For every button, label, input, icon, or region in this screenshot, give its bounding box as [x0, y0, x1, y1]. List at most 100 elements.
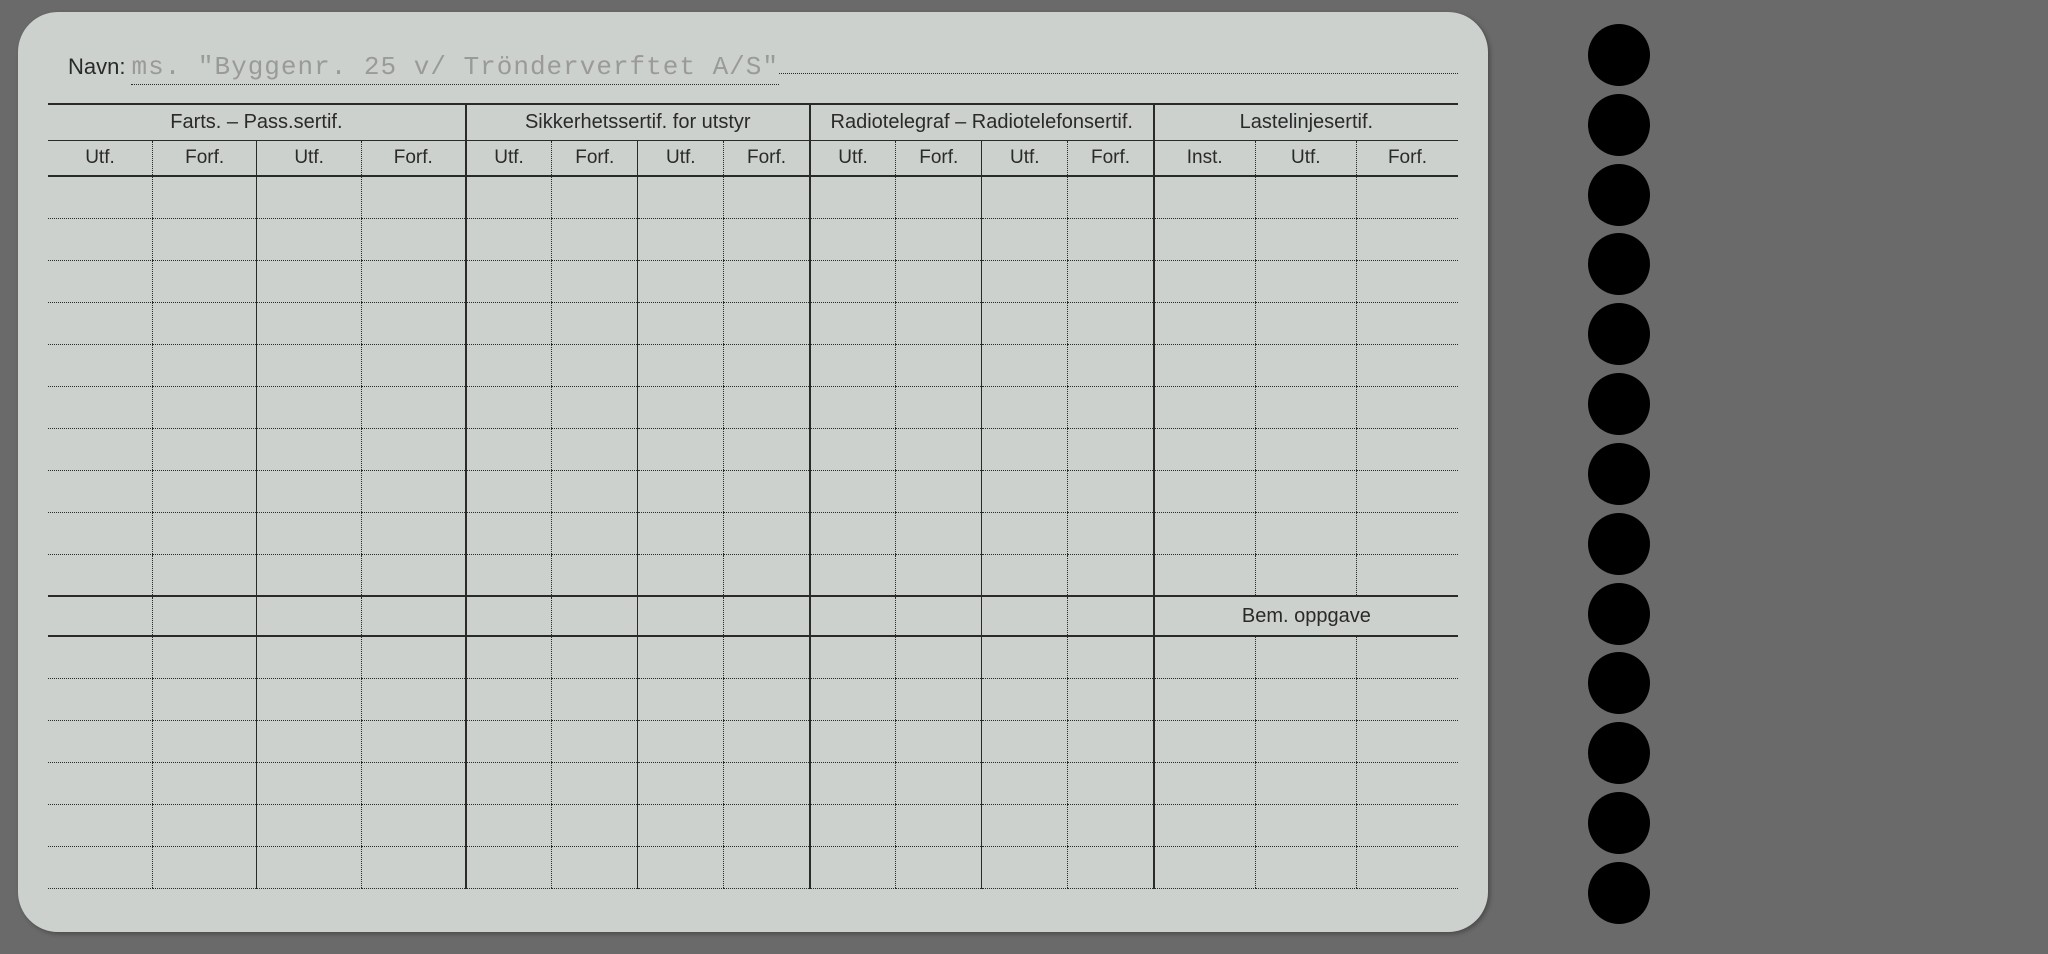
cell	[1356, 678, 1458, 720]
cell	[1068, 512, 1154, 554]
binder-hole	[1588, 24, 1650, 86]
cell	[1255, 678, 1356, 720]
cell	[361, 386, 465, 428]
cell	[361, 218, 465, 260]
cell	[982, 512, 1068, 554]
cell	[152, 470, 256, 512]
cell	[1255, 554, 1356, 596]
cell	[896, 554, 982, 596]
cell	[152, 428, 256, 470]
cell	[152, 846, 256, 888]
cell	[361, 344, 465, 386]
cell	[724, 512, 810, 554]
table-row	[48, 762, 1458, 804]
cell	[48, 470, 152, 512]
cell	[982, 176, 1068, 218]
cell	[724, 554, 810, 596]
cell	[896, 846, 982, 888]
certificate-table: Farts. – Pass.sertif. Sikkerhetssertif. …	[48, 103, 1458, 889]
cell	[1255, 720, 1356, 762]
cell	[982, 344, 1068, 386]
navn-dotted-line	[779, 73, 1458, 74]
cell	[638, 720, 724, 762]
cell	[638, 260, 724, 302]
cell	[724, 218, 810, 260]
cell	[257, 302, 361, 344]
cell	[810, 762, 896, 804]
binder-hole	[1588, 373, 1650, 435]
cell	[1154, 428, 1255, 470]
cell	[638, 762, 724, 804]
cell	[982, 678, 1068, 720]
cell	[896, 804, 982, 846]
cell	[257, 636, 361, 678]
table-row	[48, 302, 1458, 344]
sub-header: Forf.	[552, 141, 638, 177]
cell	[466, 762, 552, 804]
cell	[152, 554, 256, 596]
cell	[1255, 344, 1356, 386]
cell	[257, 512, 361, 554]
binder-hole	[1588, 583, 1650, 645]
cell	[552, 302, 638, 344]
cell	[466, 428, 552, 470]
cell	[638, 218, 724, 260]
binder-hole	[1588, 722, 1650, 784]
cell	[638, 512, 724, 554]
cell	[257, 176, 361, 218]
cell	[257, 428, 361, 470]
bem-oppgave-label: Bem. oppgave	[1154, 596, 1458, 636]
cell	[982, 846, 1068, 888]
cell	[1068, 428, 1154, 470]
cell	[1068, 762, 1154, 804]
cell	[152, 804, 256, 846]
cell	[1068, 176, 1154, 218]
cell	[48, 762, 152, 804]
cell	[982, 260, 1068, 302]
cell	[257, 218, 361, 260]
cell	[361, 804, 465, 846]
cell	[1154, 218, 1255, 260]
sub-header: Forf.	[361, 141, 465, 177]
group-header: Lastelinjesertif.	[1154, 104, 1458, 141]
cell	[810, 846, 896, 888]
cell	[1154, 762, 1255, 804]
cell	[810, 302, 896, 344]
cell	[982, 218, 1068, 260]
cell	[1068, 678, 1154, 720]
cell	[361, 512, 465, 554]
sub-header-row: Utf. Forf. Utf. Forf. Utf. Forf. Utf. Fo…	[48, 141, 1458, 177]
cell	[896, 470, 982, 512]
table-row	[48, 636, 1458, 678]
cell	[257, 762, 361, 804]
cell	[48, 386, 152, 428]
cell	[466, 512, 552, 554]
cell	[810, 804, 896, 846]
cell	[552, 678, 638, 720]
cell	[982, 804, 1068, 846]
cell	[1356, 554, 1458, 596]
table-row	[48, 720, 1458, 762]
cell	[48, 720, 152, 762]
cell	[152, 636, 256, 678]
cell	[466, 720, 552, 762]
cell	[257, 470, 361, 512]
binder-hole	[1588, 303, 1650, 365]
cell	[1068, 260, 1154, 302]
cell	[466, 636, 552, 678]
cell	[361, 636, 465, 678]
sub-header: Inst.	[1154, 141, 1255, 177]
cell	[982, 762, 1068, 804]
sub-header: Forf.	[896, 141, 982, 177]
cell	[810, 678, 896, 720]
cell	[810, 470, 896, 512]
cell	[1068, 386, 1154, 428]
cell	[1356, 386, 1458, 428]
cell	[48, 344, 152, 386]
cell	[1255, 302, 1356, 344]
cell	[638, 470, 724, 512]
cell	[810, 720, 896, 762]
cell	[896, 386, 982, 428]
cell	[638, 302, 724, 344]
cell	[810, 344, 896, 386]
